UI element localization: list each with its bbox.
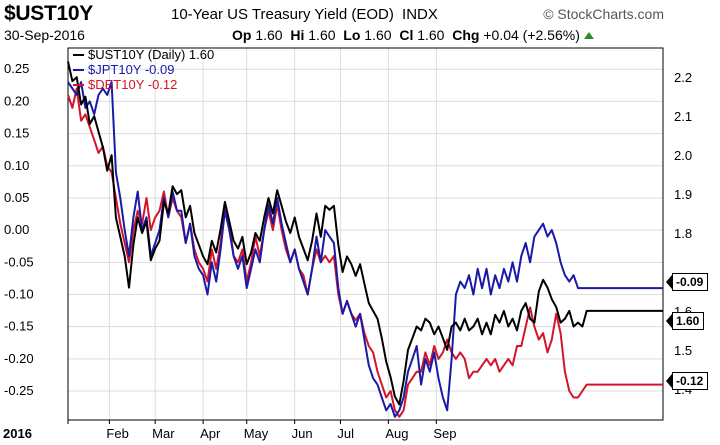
right-tick-label: 2.2 <box>674 70 692 85</box>
price-tag-det: -0.12 <box>665 372 709 390</box>
right-tick-label: 1.5 <box>674 343 692 358</box>
chart-legend: $UST10Y (Daily) 1.60 $JPT10Y -0.09 $DET1… <box>73 47 214 92</box>
x-tick-label: Jun <box>292 426 313 441</box>
x-tick-label: Apr <box>200 426 221 441</box>
x-axis: 2016 Feb Mar Apr May Jun Jul Aug Sep <box>3 420 456 441</box>
right-tick-label: 2.1 <box>674 109 692 124</box>
legend-swatch <box>73 53 84 56</box>
chg-value: +0.04 (+2.56%) <box>483 27 580 43</box>
series-line-2 <box>67 87 663 418</box>
legend-item-ust: $UST10Y (Daily) 1.60 <box>73 47 214 62</box>
left-tick-label: 0.05 <box>4 190 29 205</box>
left-tick-label: -0.15 <box>4 319 34 334</box>
chart-description: 10-Year US Treasury Yield (EOD) INDX <box>171 6 438 23</box>
hi-value: 1.60 <box>308 27 336 43</box>
symbol-title: $UST10Y <box>4 2 93 25</box>
exchange-text: INDX <box>402 6 438 23</box>
lo-label: Lo <box>343 27 361 43</box>
x-tick-label: Mar <box>152 426 175 441</box>
chart-date: 30-Sep-2016 <box>4 27 85 43</box>
x-tick-label: Aug <box>385 426 408 441</box>
series-line-0 <box>67 61 663 406</box>
left-tick-label: -0.10 <box>4 286 34 301</box>
description-text: 10-Year US Treasury Yield (EOD) <box>171 6 394 23</box>
left-tick-label: -0.25 <box>4 383 34 398</box>
lo-value: 1.60 <box>364 27 392 43</box>
legend-label: $JPT10Y -0.09 <box>88 62 175 77</box>
right-tick-label: 2.0 <box>674 148 692 163</box>
right-tick-label: 1.8 <box>674 226 692 241</box>
left-tick-label: 0.10 <box>4 158 29 173</box>
right-axis: 2.22.12.01.91.81.61.51.4 <box>674 70 692 397</box>
cl-label: Cl <box>399 27 414 43</box>
up-arrow-icon <box>583 32 594 39</box>
legend-item-det: $DET10Y -0.12 <box>73 77 214 92</box>
legend-swatch <box>73 83 84 86</box>
left-tick-label: 0.20 <box>4 93 29 108</box>
chg-label: Chg <box>452 27 480 43</box>
left-tick-label: 0.15 <box>4 126 29 141</box>
op-label: Op <box>232 27 252 43</box>
price-tag-jpt: -0.09 <box>665 273 709 291</box>
left-tick-label: -0.20 <box>4 351 34 366</box>
x-tick-label: May <box>244 426 269 441</box>
x-tick-label: Jul <box>337 426 354 441</box>
x-tick-label: Sep <box>433 426 456 441</box>
left-tick-label: 0.25 <box>4 61 29 76</box>
series-line-1 <box>67 81 663 418</box>
legend-swatch <box>73 68 84 71</box>
right-tick-label: 1.9 <box>674 187 692 202</box>
left-axis: 0.25 0.20 0.15 0.10 0.05 0.00 -0.05 -0.10 -0.15 -… <box>4 61 34 398</box>
hi-label: Hi <box>290 27 305 43</box>
series-lines <box>67 61 663 418</box>
left-tick-label: 0.00 <box>4 222 29 237</box>
price-tag-ust: 1.60 <box>665 312 705 330</box>
left-tick-label: -0.05 <box>4 254 34 269</box>
brand-logo: © StockCharts.com <box>543 6 664 22</box>
x-tick-label: 2016 <box>3 426 32 441</box>
plot-frame <box>67 47 664 421</box>
legend-item-jpt: $JPT10Y -0.09 <box>73 62 214 77</box>
cl-value: 1.60 <box>417 27 445 43</box>
ohlc-readout: Op 1.60 Hi 1.60 Lo 1.60 Cl 1.60 Chg +0.0… <box>232 27 594 43</box>
legend-label: $DET10Y -0.12 <box>88 77 178 92</box>
x-tick-label: Feb <box>106 426 128 441</box>
legend-label: $UST10Y (Daily) 1.60 <box>88 47 215 62</box>
op-value: 1.60 <box>255 27 283 43</box>
